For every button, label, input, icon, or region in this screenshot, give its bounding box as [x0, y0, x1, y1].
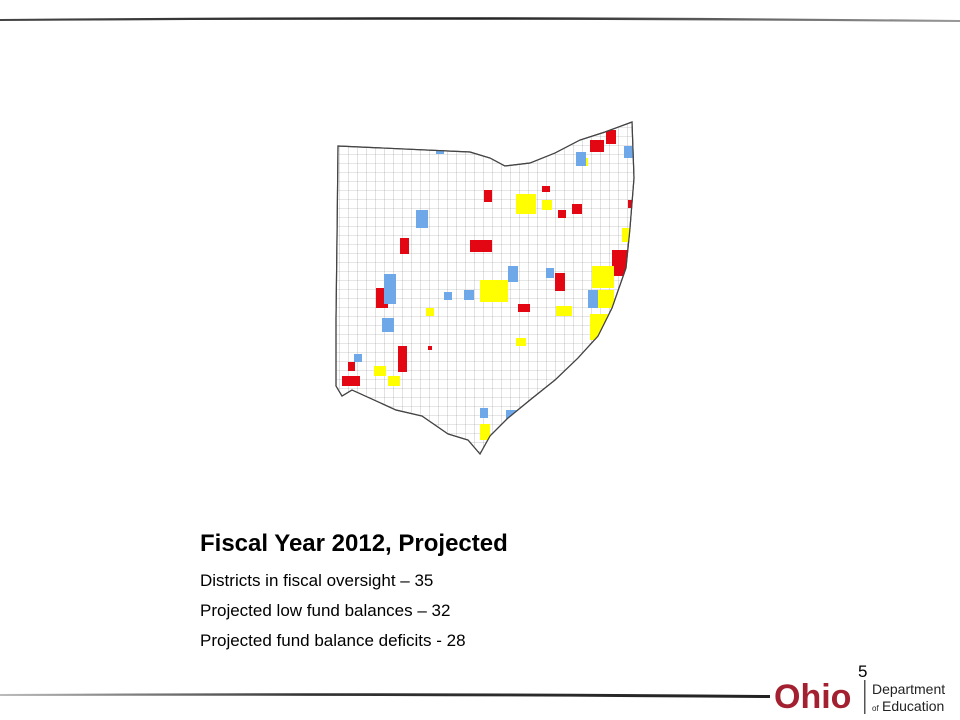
bottom-divider: [0, 693, 770, 698]
ohio-department-logo: Ohio Department of Education: [774, 678, 945, 716]
top-divider: [0, 17, 960, 22]
logo-line1: Department: [872, 681, 945, 697]
stat-deficits: Projected fund balance deficits - 28: [200, 631, 466, 650]
logo-wordmark: Ohio: [774, 678, 851, 716]
ohio-district-map: [335, 121, 635, 456]
deficit-districts: [354, 146, 634, 422]
slide-title: Fiscal Year 2012, Projected: [200, 530, 508, 557]
stat-oversight: Districts in fiscal oversight – 35: [200, 571, 434, 590]
stat-low-balances: Projected low fund balances – 32: [200, 601, 451, 620]
page-number: 5: [858, 662, 868, 681]
logo-line2: Education: [882, 698, 944, 714]
logo-line2-small: of: [872, 704, 879, 713]
slide-caption: Fiscal Year 2012, Projected Districts in…: [200, 530, 508, 660]
